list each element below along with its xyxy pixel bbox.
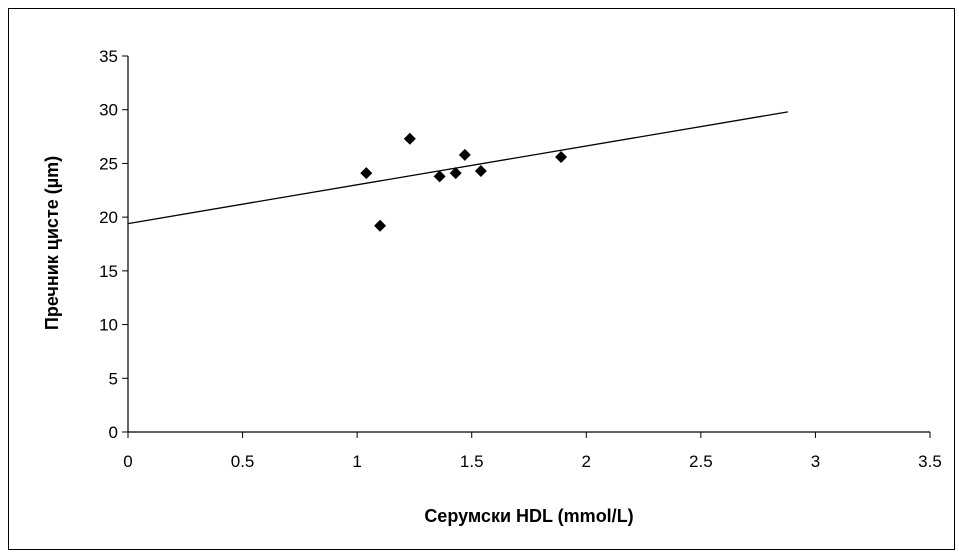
data-point [449,167,462,180]
x-tick-label: 0 [123,452,132,471]
y-tick-label: 15 [99,262,118,281]
data-point [474,164,487,177]
data-point [374,219,387,232]
y-tick-label: 35 [99,47,118,66]
x-tick-label: 0.5 [231,452,255,471]
data-point [555,150,568,163]
y-axis-title: Пречник цисте (µm) [42,156,62,330]
data-point [403,132,416,145]
y-tick-label: 25 [99,154,118,173]
x-tick-label: 1 [352,452,361,471]
y-tick-label: 30 [99,101,118,120]
x-tick-label: 3.5 [918,452,942,471]
y-tick-label: 5 [109,369,118,388]
trendline [127,111,789,225]
x-tick-label: 2.5 [689,452,713,471]
y-tick-labels: 0 5 10 15 20 25 30 35 [99,47,118,442]
data-points [360,132,568,232]
x-tick-label: 1.5 [460,452,484,471]
x-tick-labels: 0 0.5 1 1.5 2 2.5 3 3.5 [123,452,942,471]
x-tick-label: 2 [582,452,591,471]
y-tick-label: 0 [109,423,118,442]
trendline-group [127,111,789,225]
chart-frame [8,8,955,550]
y-tick-label: 10 [99,316,118,335]
x-axis-title: Серумски HDL (mmol/L) [424,506,633,526]
data-point [433,170,446,183]
axes [122,55,931,438]
x-tick-label: 3 [811,452,820,471]
data-point [360,167,373,180]
data-point [458,148,471,161]
y-tick-label: 20 [99,208,118,227]
